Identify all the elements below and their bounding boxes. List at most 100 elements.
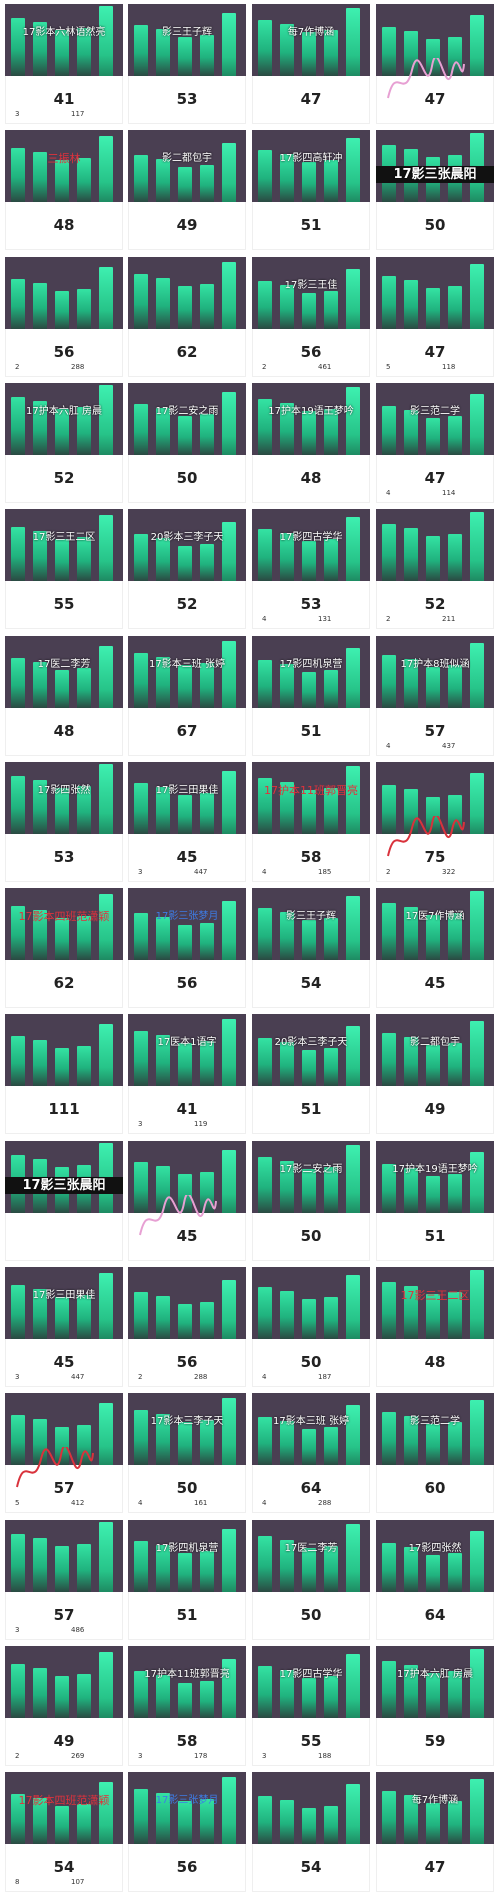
screenshot-card: 54 <box>252 1772 370 1892</box>
chart-bar <box>382 1661 396 1718</box>
chart-bar <box>11 1415 25 1465</box>
screenshot-card: 17影三张梦月 56 <box>128 888 246 1008</box>
chart-bar <box>324 1806 338 1844</box>
chart-bar <box>77 1046 91 1086</box>
big-number: 67 <box>176 722 198 740</box>
chart-bar <box>11 1534 25 1592</box>
chart-bar <box>258 1157 272 1213</box>
chart-bar <box>382 655 396 708</box>
chart-bar <box>324 409 338 455</box>
stat-right: 486 <box>71 1626 85 1634</box>
overlay-caption: 17护本11班郭晋亮 <box>264 784 358 797</box>
chart-bar <box>404 1795 418 1844</box>
screenshot-card: 17影三张晨阳 <box>5 1141 123 1261</box>
chart-bar <box>280 664 294 708</box>
bar-chart-thumbnail <box>376 1646 494 1718</box>
chart-bar <box>404 1037 418 1086</box>
screenshot-card: 75 2 322 <box>376 762 494 882</box>
chart-bar <box>178 286 192 329</box>
chart-bar <box>258 908 272 960</box>
chart-bar <box>404 528 418 581</box>
chart-bar <box>99 764 113 834</box>
bar-chart-thumbnail <box>128 1141 246 1213</box>
screenshot-card: 17影二安之雨 50 <box>128 383 246 503</box>
chart-bar <box>470 1400 484 1465</box>
chart-bar <box>302 411 316 455</box>
screenshot-card: 56 2 288 <box>128 1267 246 1387</box>
chart-bar <box>426 1045 440 1086</box>
chart-bar <box>448 665 462 708</box>
chart-bar <box>55 291 69 329</box>
stat-left: 3 <box>138 868 143 876</box>
bar-chart-thumbnail <box>5 383 123 455</box>
chart-bar <box>222 1398 236 1465</box>
chart-bar <box>156 1793 170 1844</box>
screenshot-card: 17影四机泉营 51 <box>128 1520 246 1640</box>
chart-bar <box>302 162 316 202</box>
chart-bar <box>404 1547 418 1592</box>
chart-bar <box>178 795 192 834</box>
big-number: 49 <box>53 1732 75 1750</box>
screenshot-card: 17影本四班范潇颖 54 8 107 <box>5 1772 123 1892</box>
chart-bar <box>470 891 484 960</box>
chart-bar <box>178 1304 192 1339</box>
screenshot-card: 17影三王二区 48 <box>376 1267 494 1387</box>
stat-left: 4 <box>262 1373 267 1381</box>
big-number: 53 <box>176 90 198 108</box>
chart-bar <box>382 1543 396 1592</box>
bar-chart-thumbnail <box>252 1393 370 1465</box>
chart-bar <box>302 1429 316 1465</box>
chart-bar <box>55 1297 69 1339</box>
bar-chart-thumbnail <box>128 1646 246 1718</box>
stat-right: 185 <box>318 868 332 876</box>
stat-left: 4 <box>386 742 391 750</box>
chart-bar <box>99 1403 113 1465</box>
chart-bar <box>426 418 440 455</box>
big-number: 58 <box>300 848 322 866</box>
chart-bar <box>280 285 294 329</box>
bar-chart-thumbnail <box>5 130 123 202</box>
overlay-caption: 影二都包宇 <box>162 153 212 164</box>
chart-bar <box>99 1652 113 1718</box>
chart-bar <box>99 1522 113 1592</box>
chart-bar <box>156 1035 170 1086</box>
chart-bar <box>55 670 69 708</box>
chart-bar <box>77 1804 91 1844</box>
screenshot-card: 17影本四班范潇颖 62 <box>5 888 123 1008</box>
chart-bar <box>382 1412 396 1465</box>
chart-bar <box>55 539 69 581</box>
chart-bar <box>404 907 418 960</box>
chart-bar <box>200 663 214 708</box>
chart-bar <box>404 1168 418 1213</box>
screenshot-card: 三振林 48 <box>5 130 123 250</box>
chart-bar <box>258 778 272 834</box>
chart-bar <box>33 401 47 455</box>
chart-bar <box>302 541 316 581</box>
chart-bar <box>346 1654 360 1718</box>
bar-chart-thumbnail <box>5 888 123 960</box>
big-number: 41 <box>53 90 75 108</box>
chart-bar <box>134 1541 148 1592</box>
big-number: 47 <box>300 90 322 108</box>
screenshot-card: 17医本1语字 41 3 119 <box>128 1014 246 1134</box>
stat-left: 2 <box>386 615 391 623</box>
chart-bar <box>134 274 148 329</box>
stat-right: 188 <box>318 1752 332 1760</box>
screenshot-card: 50 4 187 <box>252 1267 370 1387</box>
stat-right: 288 <box>318 1499 332 1507</box>
chart-bar <box>55 788 69 834</box>
chart-bar <box>134 25 148 76</box>
bar-chart-thumbnail <box>128 888 246 960</box>
chart-bar <box>426 915 440 960</box>
overlay-caption: 影三范二学 <box>410 406 460 417</box>
chart-bar <box>134 913 148 960</box>
bar-chart-thumbnail <box>5 1772 123 1844</box>
stat-left: 2 <box>386 868 391 876</box>
handwritten-scribble <box>139 1195 217 1236</box>
bar-chart-thumbnail <box>128 509 246 581</box>
stat-left: 2 <box>262 363 267 371</box>
stat-right: 288 <box>71 363 85 371</box>
chart-bar <box>426 288 440 329</box>
chart-bar <box>200 284 214 329</box>
chart-bar <box>302 1050 316 1086</box>
